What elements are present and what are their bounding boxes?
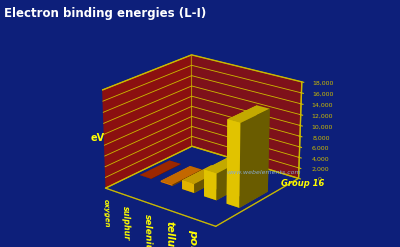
Text: Electron binding energies (L-I): Electron binding energies (L-I) <box>4 7 206 21</box>
